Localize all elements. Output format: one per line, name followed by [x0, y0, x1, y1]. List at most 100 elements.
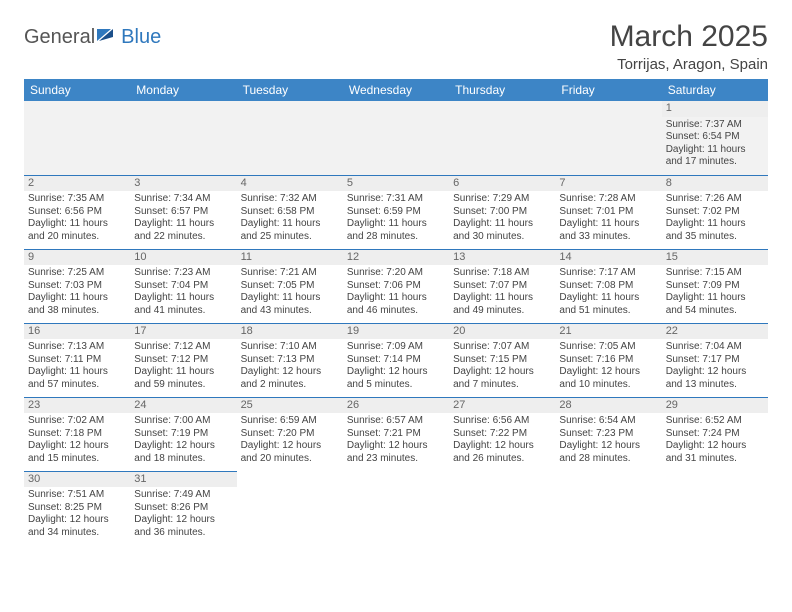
calendar-cell: 26Sunrise: 6:57 AMSunset: 7:21 PMDayligh…: [343, 397, 449, 471]
day-detail: Sunrise: 7:09 AMSunset: 7:14 PMDaylight:…: [347, 341, 445, 391]
sunset-text: Sunset: 7:06 PM: [347, 280, 445, 293]
sunrise-text: Sunrise: 7:09 AM: [347, 341, 445, 354]
day-number: 25: [237, 398, 343, 414]
day-number: 13: [449, 250, 555, 266]
calendar-cell: 24Sunrise: 7:00 AMSunset: 7:19 PMDayligh…: [130, 397, 236, 471]
day-number: 15: [662, 250, 768, 266]
calendar-cell: 22Sunrise: 7:04 AMSunset: 7:17 PMDayligh…: [662, 323, 768, 397]
day-detail: Sunrise: 7:21 AMSunset: 7:05 PMDaylight:…: [241, 267, 339, 317]
day-number: 1: [662, 101, 768, 117]
day-number: 18: [237, 324, 343, 340]
day-number: 20: [449, 324, 555, 340]
sunrise-text: Sunrise: 7:26 AM: [666, 193, 764, 206]
day-detail: Sunrise: 7:05 AMSunset: 7:16 PMDaylight:…: [559, 341, 657, 391]
sunrise-text: Sunrise: 7:17 AM: [559, 267, 657, 280]
sunrise-text: Sunrise: 7:20 AM: [347, 267, 445, 280]
daylight-text: Daylight: 11 hours and 59 minutes.: [134, 366, 232, 391]
day-detail: Sunrise: 6:54 AMSunset: 7:23 PMDaylight:…: [559, 415, 657, 465]
sunrise-text: Sunrise: 7:49 AM: [134, 489, 232, 502]
calendar-cell: [449, 101, 555, 175]
brand-logo: General Blue: [24, 20, 161, 49]
calendar-cell: [449, 471, 555, 545]
day-number: 9: [24, 250, 130, 266]
calendar-cell: 21Sunrise: 7:05 AMSunset: 7:16 PMDayligh…: [555, 323, 661, 397]
day-number: 8: [662, 176, 768, 192]
day-detail: Sunrise: 7:28 AMSunset: 7:01 PMDaylight:…: [559, 193, 657, 243]
calendar-cell: [555, 471, 661, 545]
brand-general: General: [24, 26, 95, 49]
daylight-text: Daylight: 11 hours and 51 minutes.: [559, 292, 657, 317]
calendar-cell: 13Sunrise: 7:18 AMSunset: 7:07 PMDayligh…: [449, 249, 555, 323]
day-detail: Sunrise: 7:35 AMSunset: 6:56 PMDaylight:…: [28, 193, 126, 243]
month-title: March 2025: [610, 20, 768, 54]
sunset-text: Sunset: 6:56 PM: [28, 206, 126, 219]
sunrise-text: Sunrise: 7:29 AM: [453, 193, 551, 206]
day-detail: Sunrise: 7:00 AMSunset: 7:19 PMDaylight:…: [134, 415, 232, 465]
sunset-text: Sunset: 6:59 PM: [347, 206, 445, 219]
calendar-cell: [24, 101, 130, 175]
calendar-cell: 7Sunrise: 7:28 AMSunset: 7:01 PMDaylight…: [555, 175, 661, 249]
sunset-text: Sunset: 7:16 PM: [559, 354, 657, 367]
day-detail: Sunrise: 6:56 AMSunset: 7:22 PMDaylight:…: [453, 415, 551, 465]
sunrise-text: Sunrise: 7:31 AM: [347, 193, 445, 206]
sunrise-text: Sunrise: 7:12 AM: [134, 341, 232, 354]
day-number: 4: [237, 176, 343, 192]
daylight-text: Daylight: 12 hours and 34 minutes.: [28, 514, 126, 539]
calendar-cell: 20Sunrise: 7:07 AMSunset: 7:15 PMDayligh…: [449, 323, 555, 397]
day-number: 6: [449, 176, 555, 192]
day-number: 11: [237, 250, 343, 266]
sunset-text: Sunset: 6:57 PM: [134, 206, 232, 219]
daylight-text: Daylight: 12 hours and 15 minutes.: [28, 440, 126, 465]
calendar-cell: 11Sunrise: 7:21 AMSunset: 7:05 PMDayligh…: [237, 249, 343, 323]
day-number: 12: [343, 250, 449, 266]
sunset-text: Sunset: 7:13 PM: [241, 354, 339, 367]
weekday-header: Thursday: [449, 79, 555, 101]
sunset-text: Sunset: 7:19 PM: [134, 428, 232, 441]
sunrise-text: Sunrise: 7:05 AM: [559, 341, 657, 354]
sunset-text: Sunset: 7:05 PM: [241, 280, 339, 293]
daylight-text: Daylight: 11 hours and 43 minutes.: [241, 292, 339, 317]
day-detail: Sunrise: 7:20 AMSunset: 7:06 PMDaylight:…: [347, 267, 445, 317]
sunrise-text: Sunrise: 7:37 AM: [666, 119, 764, 132]
day-number: 28: [555, 398, 661, 414]
daylight-text: Daylight: 11 hours and 30 minutes.: [453, 218, 551, 243]
sunrise-text: Sunrise: 7:32 AM: [241, 193, 339, 206]
daylight-text: Daylight: 12 hours and 26 minutes.: [453, 440, 551, 465]
calendar-row: 1Sunrise: 7:37 AMSunset: 6:54 PMDaylight…: [24, 101, 768, 175]
calendar-cell: 29Sunrise: 6:52 AMSunset: 7:24 PMDayligh…: [662, 397, 768, 471]
calendar-cell: 5Sunrise: 7:31 AMSunset: 6:59 PMDaylight…: [343, 175, 449, 249]
daylight-text: Daylight: 12 hours and 5 minutes.: [347, 366, 445, 391]
weekday-header: Tuesday: [237, 79, 343, 101]
calendar-cell: 18Sunrise: 7:10 AMSunset: 7:13 PMDayligh…: [237, 323, 343, 397]
daylight-text: Daylight: 11 hours and 17 minutes.: [666, 144, 764, 169]
day-number: 29: [662, 398, 768, 414]
sunrise-text: Sunrise: 7:28 AM: [559, 193, 657, 206]
sunset-text: Sunset: 7:11 PM: [28, 354, 126, 367]
day-detail: Sunrise: 6:52 AMSunset: 7:24 PMDaylight:…: [666, 415, 764, 465]
daylight-text: Daylight: 12 hours and 18 minutes.: [134, 440, 232, 465]
calendar-cell: 1Sunrise: 7:37 AMSunset: 6:54 PMDaylight…: [662, 101, 768, 175]
weekday-header: Monday: [130, 79, 236, 101]
day-number: 10: [130, 250, 236, 266]
sunrise-text: Sunrise: 7:51 AM: [28, 489, 126, 502]
brand-blue: Blue: [121, 26, 161, 49]
day-number: 26: [343, 398, 449, 414]
day-number: 2: [24, 176, 130, 192]
calendar-cell: 6Sunrise: 7:29 AMSunset: 7:00 PMDaylight…: [449, 175, 555, 249]
daylight-text: Daylight: 11 hours and 38 minutes.: [28, 292, 126, 317]
flag-icon: [97, 26, 119, 49]
sunset-text: Sunset: 7:17 PM: [666, 354, 764, 367]
daylight-text: Daylight: 12 hours and 2 minutes.: [241, 366, 339, 391]
daylight-text: Daylight: 11 hours and 57 minutes.: [28, 366, 126, 391]
daylight-text: Daylight: 11 hours and 46 minutes.: [347, 292, 445, 317]
day-number: 24: [130, 398, 236, 414]
sunset-text: Sunset: 7:20 PM: [241, 428, 339, 441]
daylight-text: Daylight: 12 hours and 10 minutes.: [559, 366, 657, 391]
day-number: 17: [130, 324, 236, 340]
calendar-cell: [237, 101, 343, 175]
day-detail: Sunrise: 7:17 AMSunset: 7:08 PMDaylight:…: [559, 267, 657, 317]
day-detail: Sunrise: 7:13 AMSunset: 7:11 PMDaylight:…: [28, 341, 126, 391]
sunrise-text: Sunrise: 7:07 AM: [453, 341, 551, 354]
day-number: 14: [555, 250, 661, 266]
header: General Blue March 2025 Torrijas, Aragon…: [24, 20, 768, 73]
